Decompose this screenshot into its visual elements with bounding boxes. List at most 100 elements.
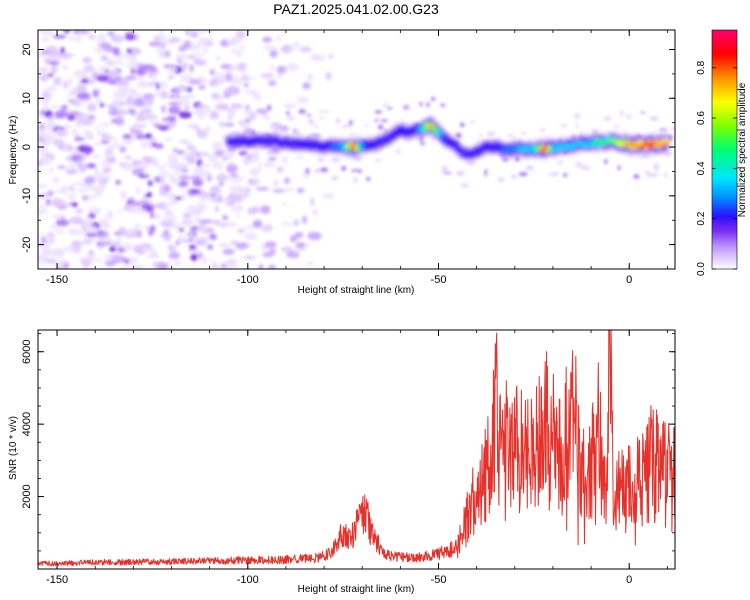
- spectrogram-noise-blob: [162, 202, 170, 211]
- spectrogram-noise-blob: [126, 88, 138, 93]
- spectrogram-noise-blob: [190, 41, 196, 51]
- snr-x-tick-label: 0: [626, 574, 632, 586]
- spectrogram-noise-blob: [125, 34, 136, 41]
- spectrogram-noise-blob: [57, 201, 69, 206]
- spectrogram-noise-blob: [49, 60, 60, 66]
- spectrogram-noise-blob: [94, 97, 103, 104]
- spectrogram-side-blob: [461, 183, 469, 188]
- spectrogram-noise-blob: [95, 88, 101, 93]
- spectrogram-noise-blob: [198, 195, 206, 202]
- spectrogram-side-blob: [506, 134, 515, 137]
- spectrogram-noise-blob: [41, 248, 53, 254]
- spectrogram-noise-blob: [76, 92, 91, 100]
- spectrogram-noise-blob: [95, 74, 109, 82]
- spectrogram-noise-blob: [281, 222, 293, 226]
- spectrogram-y-tick-label: 10: [21, 92, 33, 104]
- spectrogram-noise-blob: [124, 258, 130, 265]
- spectrogram-noise-blob: [41, 97, 52, 103]
- spectrogram-noise-blob: [198, 37, 205, 43]
- spectrogram-side-blob: [455, 132, 462, 139]
- spectrogram-noise-blob: [283, 103, 296, 109]
- spectrogram-noise-blob: [198, 204, 204, 214]
- spectrogram-noise-blob: [95, 172, 103, 181]
- spectrogram-side-blob: [226, 108, 234, 113]
- spectrogram-noise-blob: [202, 48, 208, 54]
- spectrogram-noise-blob: [118, 226, 126, 236]
- spectrogram-noise-blob: [66, 111, 81, 116]
- spectrogram-noise-blob: [269, 50, 278, 58]
- spectrogram-noise-blob: [296, 96, 310, 104]
- spectrogram-noise-blob: [171, 91, 180, 99]
- spectrogram-noise-blob: [68, 161, 79, 168]
- spectrogram-noise-blob: [47, 239, 56, 244]
- spectrogram-noise-blob: [80, 78, 89, 84]
- spectrogram-noise-blob: [102, 166, 112, 173]
- spectrogram-noise-blob: [173, 260, 181, 267]
- spectrogram-ridge-blob: [511, 148, 518, 152]
- spectrogram-noise-blob: [158, 262, 169, 269]
- spectrogram-noise-blob: [100, 134, 112, 140]
- snr-x-tick-label: -100: [237, 574, 259, 586]
- spectrogram-noise-blob: [169, 106, 182, 115]
- spectrogram-side-blob: [431, 96, 436, 101]
- spectrogram-noise-blob: [265, 241, 277, 249]
- spectrogram-noise-blob: [126, 138, 133, 145]
- snr-frame: [37, 329, 676, 570]
- spectrogram-side-blob: [294, 131, 301, 136]
- spectrogram-noise-blob: [187, 204, 196, 214]
- spectrogram-noise-blob: [164, 171, 170, 177]
- spectrogram-noise-blob: [38, 242, 52, 249]
- spectrogram-noise-blob: [47, 190, 54, 197]
- spectrogram-noise-blob: [50, 224, 58, 229]
- spectrogram-side-blob: [581, 165, 590, 171]
- spectrogram-noise-blob: [142, 170, 148, 176]
- spectrogram-noise-blob: [127, 91, 142, 100]
- spectrogram-noise-blob: [48, 231, 54, 238]
- spectrogram-noise-blob: [186, 30, 199, 35]
- spectrogram-noise-blob: [138, 199, 149, 206]
- spectrogram-noise-blob: [230, 240, 239, 246]
- spectrogram-noise-blob: [255, 96, 262, 101]
- spectrogram-noise-blob: [111, 60, 125, 65]
- spectrogram-noise-blob: [178, 111, 192, 119]
- spectrogram-noise-blob: [222, 214, 229, 221]
- spectrogram-noise-blob: [100, 140, 110, 144]
- spectrogram-x-tick-label: 0: [626, 274, 632, 286]
- spectrogram-ridge-blob: [249, 140, 256, 144]
- spectrogram-noise-blob: [41, 91, 52, 99]
- spectrogram-noise-blob: [77, 248, 82, 253]
- spectrogram-noise-blob: [57, 165, 67, 169]
- spectrogram-ridge-blob: [663, 141, 670, 146]
- spectrogram-noise-blob: [167, 75, 175, 80]
- spectrogram-noise-blob: [131, 47, 139, 55]
- spectrogram-noise-blob: [39, 262, 44, 266]
- spectrogram-noise-blob: [137, 63, 145, 69]
- spectrogram-noise-blob: [186, 123, 196, 128]
- spectrogram-noise-blob: [155, 89, 161, 98]
- spectrogram-noise-blob: [71, 127, 78, 136]
- spectrogram-side-blob: [298, 109, 307, 114]
- spectrogram-noise-blob: [226, 39, 239, 46]
- spectrogram-noise-blob: [203, 152, 210, 157]
- spectrogram-noise-blob: [138, 76, 144, 82]
- spectrogram-noise-blob: [268, 80, 277, 86]
- spectrogram-side-blob: [551, 171, 559, 177]
- spectrogram-noise-blob: [130, 108, 136, 117]
- spectrogram-noise-blob: [161, 104, 166, 113]
- spectrogram-side-blob: [342, 125, 347, 128]
- spectrogram-noise-blob: [151, 141, 157, 148]
- spectrogram-noise-blob: [167, 116, 177, 122]
- spectrogram-ridge-blob: [399, 128, 406, 132]
- spectrogram-side-blob: [330, 176, 339, 181]
- spectrogram-noise-blob: [198, 84, 206, 90]
- snr-x-tick-label: -50: [431, 574, 447, 586]
- spectrogram-noise-blob: [63, 30, 71, 34]
- spectrogram-noise-blob: [257, 162, 262, 171]
- spectrogram-noise-blob: [188, 79, 202, 85]
- spectrogram-side-blob: [664, 172, 668, 178]
- spectrogram-x-ticks: -150 -100 -50 0: [46, 30, 668, 286]
- spectrogram-noise-blob: [84, 176, 95, 185]
- spectrogram-noise-blob: [148, 41, 162, 47]
- spectrogram-noise-blob: [163, 184, 170, 194]
- spectrogram-noise-blob: [230, 103, 243, 109]
